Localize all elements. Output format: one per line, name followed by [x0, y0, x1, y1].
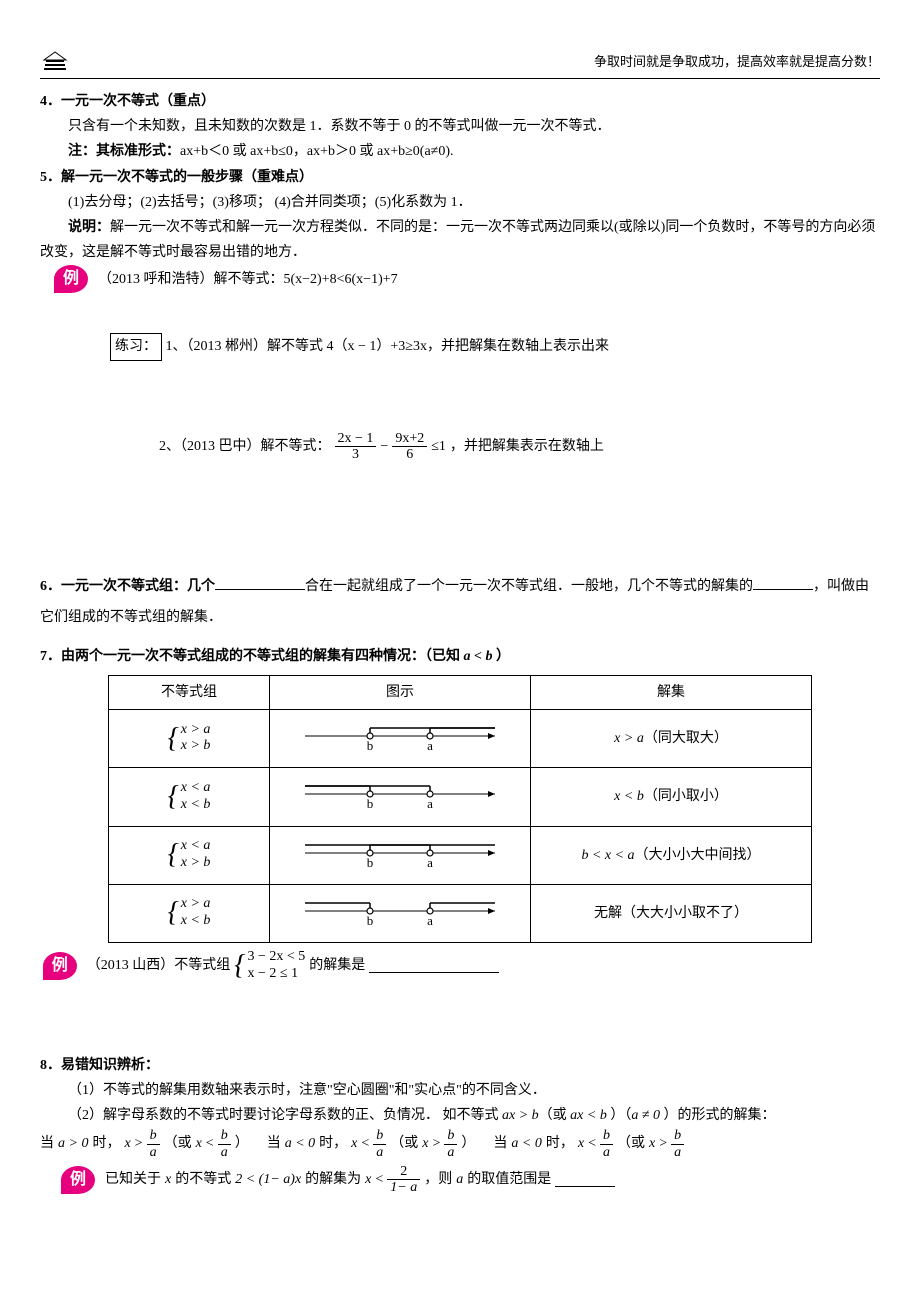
- sec5-p1: 1、（2013 郴州）解不等式 4（x − 1）+3≥3x，并把解集在数轴上表示…: [166, 339, 609, 354]
- sec7-example: 例 （2013 山西）不等式组 { 3 − 2x < 5 x − 2 ≤ 1 的…: [43, 949, 880, 983]
- sec8-p1: （1）不等式的解集用数轴来表示时，注意"空心圆圈"和"实心点"的不同含义．: [40, 1078, 880, 1103]
- section-7: 7．由两个一元一次不等式组成的不等式组的解集有四种情况：（已知 a < b ） …: [40, 644, 880, 983]
- table-row: {x > ax > b b a x > a（同大取大）: [109, 710, 812, 768]
- svg-text:a: a: [427, 738, 433, 753]
- blank: [369, 958, 499, 973]
- sec5-title: 5．解一元一次不等式的一般步骤（重难点）: [40, 165, 880, 190]
- example-badge-icon: 例: [43, 952, 77, 980]
- sec7-ex-suffix: 的解集是: [309, 953, 365, 978]
- sec4-note: 注：其标准形式：ax+b＜0 或 ax+b≤0，ax+b＞0 或 ax+b≥0(…: [40, 139, 880, 164]
- frac-2: 9x+2 6: [392, 431, 427, 463]
- th-2: 图示: [270, 676, 531, 710]
- case-a-neg-1: 当 a < 0 时， x < ba （或 x > ba ）: [267, 1128, 476, 1160]
- sec7-ex-prefix: （2013 山西）不等式组: [87, 953, 231, 978]
- sec5-practice-1: 练习： 1、（2013 郴州）解不等式 4（x − 1）+3≥3x，并把解集在数…: [110, 333, 880, 360]
- table-header-row: 不等式组 图示 解集: [109, 676, 812, 710]
- sec5-p2-prefix: 2、（2013 巴中）解不等式：: [159, 434, 331, 459]
- system: { 3 − 2x < 5 x − 2 ≤ 1: [234, 949, 305, 983]
- svg-text:b: b: [367, 855, 374, 870]
- blank: [753, 575, 813, 590]
- sec6-mid: 合在一起就组成了一个一元一次不等式组．一般地，几个不等式的解集的: [305, 579, 753, 594]
- page-header: 争取时间就是争取成功，提高效率就是提高分数！: [40, 50, 880, 79]
- sec4-title: 4．一元一次不等式（重点）: [40, 89, 880, 114]
- sec4-body: 只含有一个未知数，且未知数的次数是 1．系数不等于 0 的不等式叫做一元一次不等…: [40, 114, 880, 139]
- logo-icon: [40, 50, 70, 74]
- case-a-pos: 当 a > 0 时， x > ba （或 x < ba ）: [40, 1128, 249, 1160]
- example-badge-icon: 例: [61, 1166, 95, 1194]
- svg-text:a: a: [427, 913, 433, 928]
- sec8-title: 8．易错知识辨析：: [40, 1053, 880, 1078]
- table-row: {x < ax < b b a x < b（同小取小）: [109, 768, 812, 826]
- sec5-example-text: （2013 呼和浩特）解不等式：5(x−2)+8<6(x−1)+7: [98, 267, 398, 292]
- svg-text:a: a: [427, 796, 433, 811]
- frac-1: 2x − 1 3: [335, 431, 377, 463]
- table-row: {x > ax < b b a 无解（大大小小取不了）: [109, 884, 812, 942]
- svg-text:a: a: [427, 855, 433, 870]
- sec5-steps: (1)去分母；(2)去括号；(3)移项； (4)合并同类项；(5)化系数为 1．: [40, 190, 880, 215]
- svg-text:b: b: [367, 796, 374, 811]
- section-6: 6．一元一次不等式组：几个 合在一起就组成了一个一元一次不等式组．一般地，几个不等…: [40, 572, 880, 634]
- table-row: {x < ax > b b a b < x < a（大小小大中间找）: [109, 826, 812, 884]
- sec5-explain-body: 解一元一次不等式和解一元一次方程类似．不同的是：一元一次不等式两边同乘以(或除以…: [40, 220, 875, 260]
- sec8-p2: （2）解字母系数的不等式时要讨论字母系数的正、负情况． 如不等式 ax > b（…: [40, 1103, 880, 1128]
- th-1: 不等式组: [109, 676, 270, 710]
- sec4-note-body: ax+b＜0 或 ax+b≤0，ax+b＞0 或 ax+b≥0(a≠0).: [180, 144, 454, 159]
- sec5-example: 例 （2013 呼和浩特）解不等式：5(x−2)+8<6(x−1)+7: [54, 265, 880, 293]
- sec5-explain-label: 说明：: [68, 220, 110, 235]
- sec5-explain: 说明：解一元一次不等式和解一元一次方程类似．不同的是：一元一次不等式两边同乘以(…: [40, 215, 880, 265]
- section-4: 4．一元一次不等式（重点） 只含有一个未知数，且未知数的次数是 1．系数不等于 …: [40, 89, 880, 165]
- sec7-title: 7．由两个一元一次不等式组成的不等式组的解集有四种情况：（已知 a < b ）: [40, 644, 880, 669]
- sec5-practice-2: 2、（2013 巴中）解不等式： 2x − 1 3 − 9x+2 6 ≤1 ，并…: [159, 431, 880, 463]
- sec6-prefix: 6．一元一次不等式组：几个: [40, 579, 215, 594]
- inequality-table: 不等式组 图示 解集 {x > ax > b b a x > a（同大取大） {…: [108, 675, 812, 943]
- blank: [215, 575, 305, 590]
- sec5-p2-suffix: ，并把解集表示在数轴上: [450, 434, 604, 459]
- example-badge-icon: 例: [54, 265, 88, 293]
- sec4-note-label: 注：其标准形式：: [68, 144, 180, 159]
- header-slogan: 争取时间就是争取成功，提高效率就是提高分数！: [594, 50, 880, 73]
- sec8-example: 例 已知关于 x 的不等式 2 < (1− a)x 的解集为 x < 21− a…: [61, 1164, 880, 1196]
- section-8: 8．易错知识辨析： （1）不等式的解集用数轴来表示时，注意"空心圆圈"和"实心点…: [40, 1053, 880, 1196]
- th-3: 解集: [531, 676, 812, 710]
- sec8-cases: 当 a > 0 时， x > ba （或 x < ba ） 当 a < 0 时，…: [40, 1128, 880, 1160]
- practice-label: 练习：: [110, 333, 162, 360]
- blank: [555, 1172, 615, 1187]
- case-a-neg-2: 当 a < 0 时， x < ba （或 x > ba: [493, 1128, 684, 1160]
- svg-text:b: b: [367, 738, 374, 753]
- section-5: 5．解一元一次不等式的一般步骤（重难点） (1)去分母；(2)去括号；(3)移项…: [40, 165, 880, 463]
- svg-text:b: b: [367, 913, 374, 928]
